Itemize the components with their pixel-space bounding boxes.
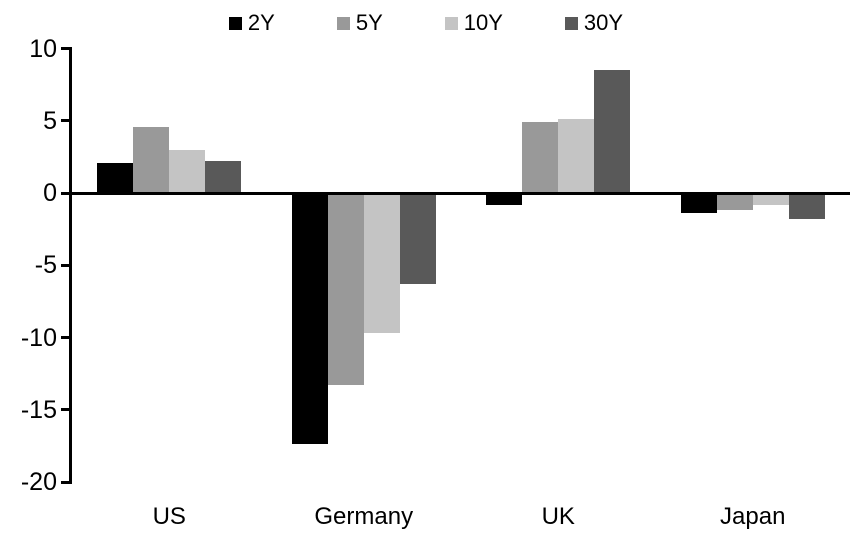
legend-swatch-10y	[444, 16, 458, 30]
x-axis-label-us: US	[152, 503, 186, 530]
y-axis-label--10: -10	[20, 323, 57, 352]
bar-us-5y	[133, 126, 170, 193]
legend-label-10y: 10Y	[463, 10, 503, 35]
legend-label-2y: 2Y	[247, 10, 275, 35]
bar-japan-5y	[716, 193, 753, 211]
y-axis-tick--15	[61, 408, 72, 412]
bar-germany-10y	[363, 193, 400, 334]
bar-us-10y	[169, 149, 206, 193]
bar-japan-30y	[788, 193, 825, 219]
y-axis-label--20: -20	[20, 468, 57, 496]
bar-germany-30y	[399, 193, 436, 285]
y-axis-tick-5	[61, 119, 72, 123]
y-axis-label-0: 0	[43, 179, 57, 207]
bar-uk-30y	[594, 70, 631, 193]
x-axis-label-uk: UK	[541, 503, 575, 530]
y-axis-label--5: -5	[34, 251, 57, 280]
bar-germany-2y	[291, 193, 328, 445]
legend-swatch-5y	[336, 16, 350, 30]
legend-label-30y: 30Y	[583, 10, 624, 35]
legend-item-2y: 2Y	[228, 10, 275, 35]
bar-uk-5y	[522, 122, 559, 193]
bar-japan-2y	[680, 193, 717, 214]
y-axis-tick--20	[61, 480, 72, 484]
y-axis-tick--5	[61, 263, 72, 267]
legend-swatch-2y	[228, 16, 242, 30]
chart-legend: 2Y 5Y 10Y 30Y	[0, 12, 852, 34]
bar-uk-2y	[486, 193, 523, 205]
bar-us-30y	[205, 161, 242, 193]
legend-label-5y: 5Y	[355, 10, 383, 35]
legend-item-30y: 30Y	[564, 10, 624, 35]
y-axis-tick-10	[61, 47, 72, 50]
x-axis-label-germany: Germany	[314, 503, 414, 530]
legend-item-10y: 10Y	[444, 10, 503, 35]
bar-uk-10y	[558, 119, 595, 193]
y-axis-line	[69, 47, 72, 484]
y-axis-label-5: 5	[43, 106, 57, 135]
bar-us-2y	[97, 162, 134, 193]
bar-japan-10y	[752, 193, 789, 205]
y-axis-label--15: -15	[20, 395, 57, 424]
legend-item-5y: 5Y	[336, 10, 383, 35]
y-axis-tick-0	[61, 191, 72, 195]
x-axis-label-japan: Japan	[720, 503, 786, 530]
y-axis-tick--10	[61, 336, 72, 339]
bar-germany-5y	[327, 193, 364, 386]
legend-swatch-30y	[564, 16, 578, 30]
y-axis-label-10: 10	[29, 34, 57, 63]
zero-baseline	[69, 191, 850, 195]
